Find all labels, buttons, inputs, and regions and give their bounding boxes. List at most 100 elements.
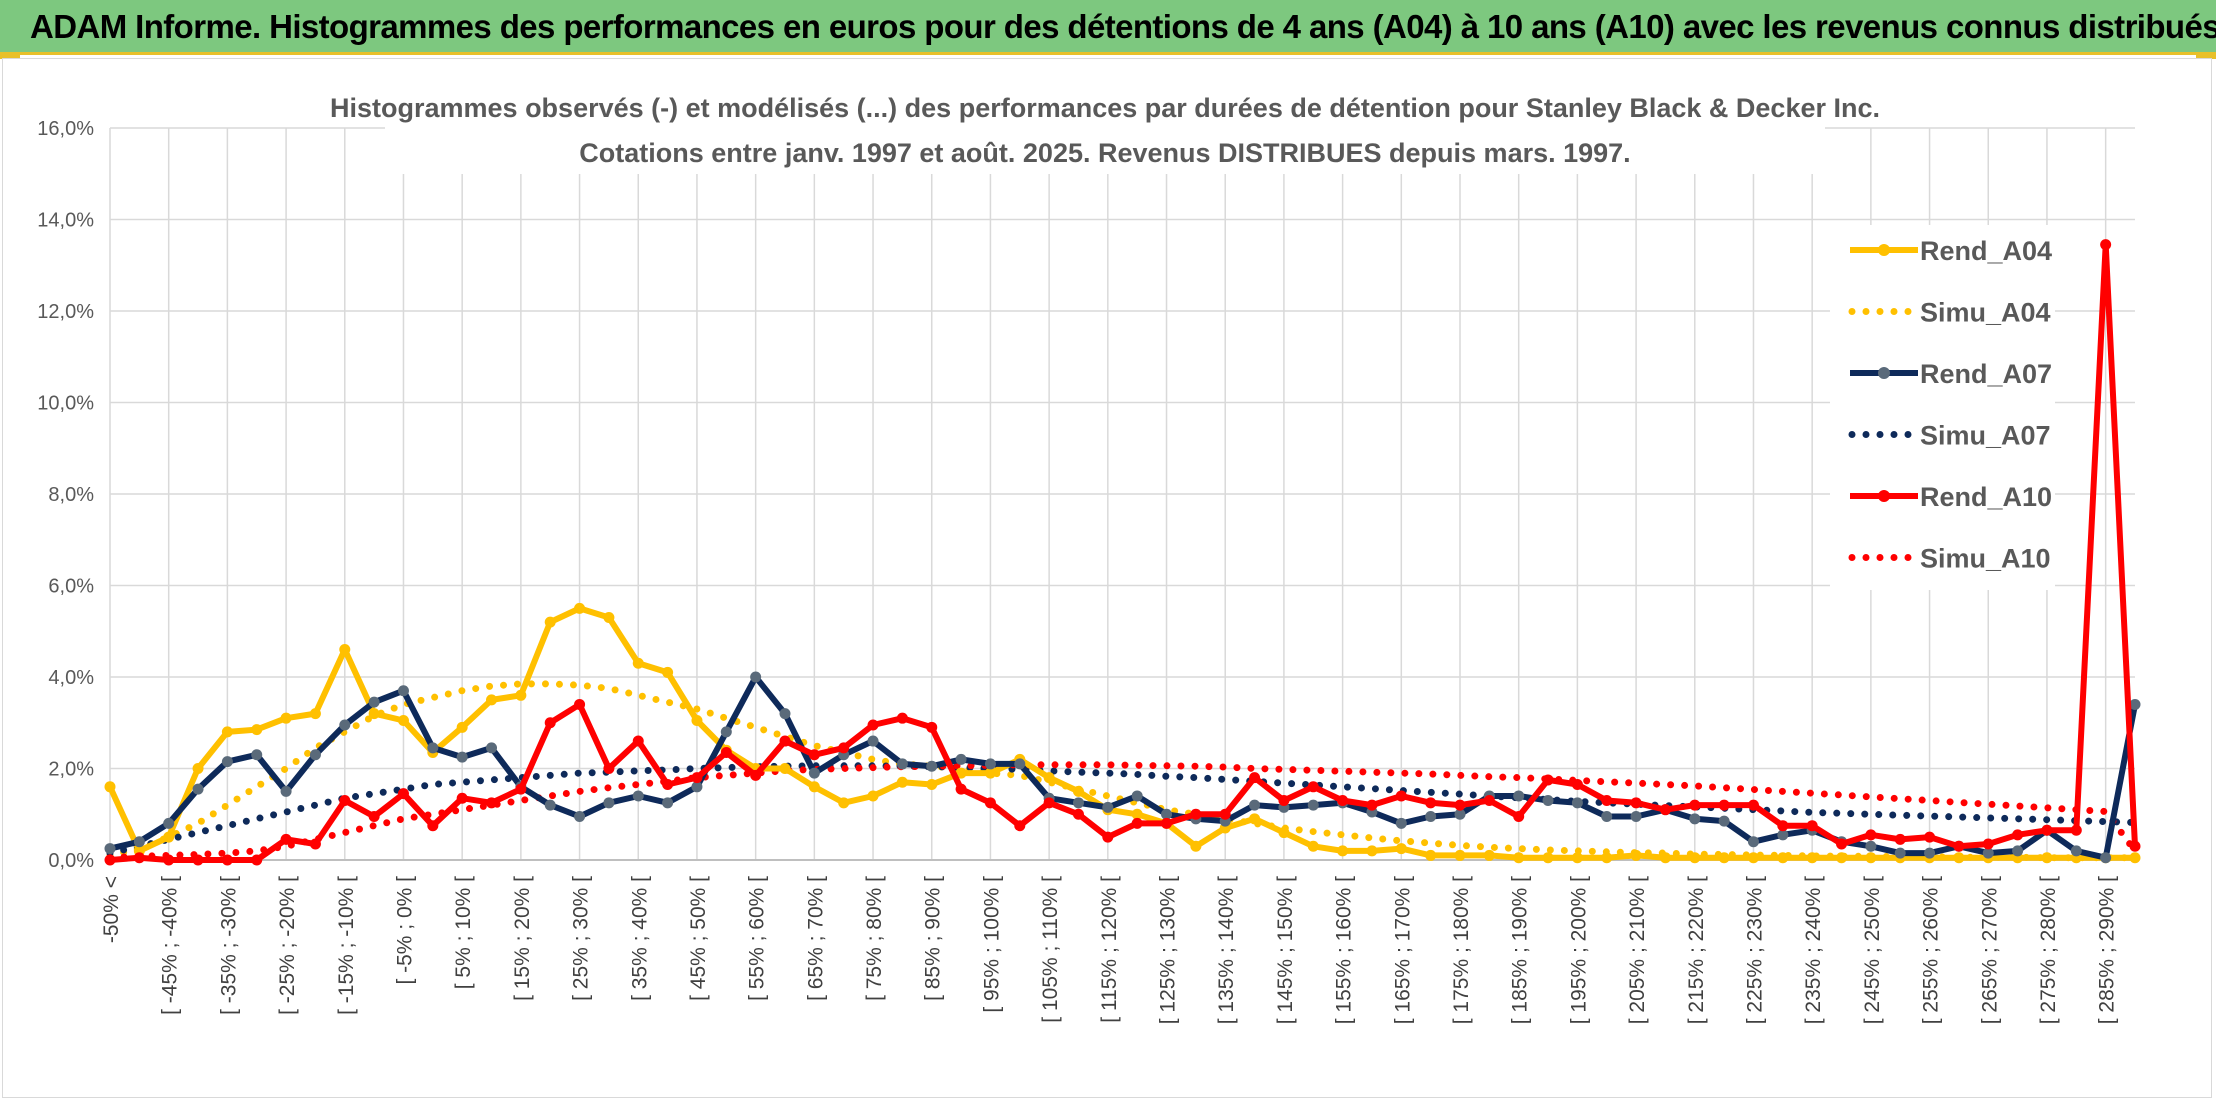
x-tick-label: [ 285% ; 290% [ [2096, 876, 2119, 1024]
series-simu-a10 [106, 761, 2139, 862]
rend-a07-point [720, 726, 732, 738]
legend-marker [1878, 244, 1890, 256]
rend-a07-point [1747, 836, 1759, 848]
rend-a10-point [192, 854, 204, 866]
rend-a04-point [163, 831, 175, 843]
rend-a04-point [368, 708, 380, 720]
rend-a10-point [1806, 820, 1818, 832]
rend-a07-point [867, 735, 879, 747]
rend-a07-point [309, 749, 321, 761]
rend-a07-point [662, 797, 674, 809]
rend-a07-point [544, 799, 556, 811]
rend-a04-point [984, 767, 996, 779]
rend-a04-point [104, 781, 116, 793]
rend-a10-point [1337, 795, 1349, 807]
rend-a10-point [662, 779, 674, 791]
rend-a07-point [1718, 815, 1730, 827]
rend-a10-point [896, 712, 908, 724]
x-axis-ticks: -50% < [ -45% ; -40% [[ -35% ; -30% [[ -2… [100, 876, 2119, 1024]
rend-a04-point [896, 776, 908, 788]
rend-a07-point [808, 767, 820, 779]
banner-accent-right [2196, 55, 2216, 59]
rend-a07-point [397, 685, 409, 697]
legend-item-simu-a07: Simu_A07 [1848, 421, 2051, 451]
rend-a04-point [1630, 849, 1642, 861]
legend-marker [1878, 490, 1890, 502]
rend-a10-point [133, 852, 145, 864]
banner-accent-left [0, 55, 20, 59]
rend-a10-point [1982, 838, 1994, 850]
rend-a07-point [574, 811, 586, 823]
x-tick-label: [ 225% ; 230% [ [1743, 876, 1766, 1024]
rend-a10-point [1483, 795, 1495, 807]
rend-a10-point [1043, 797, 1055, 809]
rend-a10-point [251, 854, 263, 866]
rend-a07-point [1513, 790, 1525, 802]
rend-a10-point [1072, 808, 1084, 820]
legend-label: Rend_A07 [1920, 359, 2052, 389]
rend-a10-point [1102, 831, 1114, 843]
rend-a04-point [486, 694, 498, 706]
rend-a10-line [109, 241, 2138, 863]
rend-a10-point [1836, 838, 1848, 850]
rend-a04-point [1425, 849, 1437, 861]
rend-a10-point [955, 783, 967, 795]
rend-a07-line [109, 674, 2138, 861]
rend-a04-point [662, 666, 674, 678]
rend-a04-point [808, 781, 820, 793]
x-tick-label: [ 85% ; 90% [ [922, 876, 945, 1001]
rend-a07-point [1072, 797, 1084, 809]
rend-a04-point [1953, 852, 1965, 864]
rend-a07-point [1924, 847, 1936, 859]
rend-a10-point [486, 797, 498, 809]
rend-a04-point [280, 712, 292, 724]
rend-a10-point [2012, 829, 2024, 841]
rend-a10-point [1689, 799, 1701, 811]
rend-a07-point [779, 708, 791, 720]
x-tick-label: [ 45% ; 50% [ [687, 876, 710, 1001]
rend-a07-point [750, 671, 762, 683]
x-tick-label: [ 165% ; 170% [ [1391, 876, 1414, 1024]
rend-a07-point [1542, 795, 1554, 807]
rend-a10-point [1161, 817, 1173, 829]
rend-a04-point [1513, 852, 1525, 864]
x-tick-label: [ 235% ; 240% [ [1802, 876, 1825, 1024]
rend-a10-point [397, 788, 409, 800]
rend-a04-point [1601, 852, 1613, 864]
rend-a04-point [397, 714, 409, 726]
rend-a07-point [1454, 808, 1466, 820]
rend-a10-point [544, 717, 556, 729]
x-tick-label: [ 155% ; 160% [ [1333, 876, 1356, 1024]
x-tick-label: [ 255% ; 260% [ [1920, 876, 1943, 1024]
rend-a07-point [280, 785, 292, 797]
rend-a04-point [309, 708, 321, 720]
x-tick-label: [ 125% ; 130% [ [1157, 876, 1180, 1024]
rend-a04-point [838, 797, 850, 809]
rend-a04-point [1865, 852, 1877, 864]
x-tick-label: [ 65% ; 70% [ [804, 876, 827, 1001]
rend-a04-point [1395, 843, 1407, 855]
rend-a07-point [163, 817, 175, 829]
rend-a10-point [2070, 824, 2082, 836]
x-tick-label: [ 115% ; 120% [ [1098, 876, 1121, 1023]
rend-a04-point [632, 657, 644, 669]
x-tick-label: [ -15% ; -10% [ [335, 876, 358, 1015]
rend-a04-point [1718, 852, 1730, 864]
banner-title: ADAM Informe. Histogrammes des performan… [30, 8, 2216, 45]
rend-a04-point [926, 779, 938, 791]
rend-a07-point [2100, 852, 2112, 864]
rend-a10-point [1659, 804, 1671, 816]
rend-a07-point [603, 797, 615, 809]
rend-a07-point [632, 790, 644, 802]
rend-a07-point [1425, 811, 1437, 823]
legend-label: Rend_A10 [1920, 482, 2052, 512]
x-tick-label: [ 55% ; 60% [ [746, 876, 769, 1001]
x-tick-label: [ 105% ; 110% [ [1039, 876, 1062, 1023]
rend-a04-point [1806, 852, 1818, 864]
x-tick-label: [ 35% ; 40% [ [628, 876, 651, 1001]
rend-a04-point [779, 763, 791, 774]
rend-a10-point [1425, 797, 1437, 809]
legend-item-rend-a07: Rend_A07 [1850, 359, 2052, 389]
y-tick-label: 2,0% [48, 759, 94, 781]
